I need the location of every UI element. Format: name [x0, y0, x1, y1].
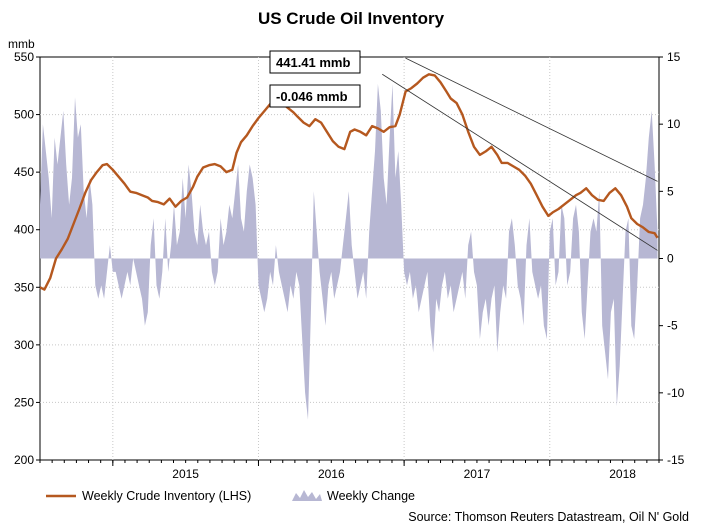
line-layer — [39, 73, 659, 291]
legend-label-change: Weekly Change — [327, 489, 415, 503]
annotation-box — [269, 84, 361, 108]
x-tick-label: 2017 — [464, 467, 491, 481]
annotation-layer: 441.41 mmb -0.046 mmb — [269, 50, 361, 108]
annotation-box — [269, 50, 361, 74]
annotation-label: -0.046 mmb — [276, 89, 348, 104]
weekly-change-area — [40, 83, 658, 420]
x-tick-label: 2016 — [318, 467, 345, 481]
left-tick-label: 500 — [14, 108, 34, 122]
annotation-label: 441.41 mmb — [276, 55, 350, 70]
left-tick-label: 450 — [14, 165, 34, 179]
trend-layer — [382, 57, 658, 251]
left-tick-label: 350 — [14, 280, 34, 294]
left-tick-label: 550 — [14, 50, 34, 64]
right-tick-label: -5 — [667, 319, 678, 333]
source-note: Source: Thomson Reuters Datastream, Oil … — [408, 510, 689, 524]
x-tick-label: 2015 — [172, 467, 199, 481]
inventory-trendline — [405, 57, 658, 182]
left-tick-label: 300 — [14, 338, 34, 352]
left-tick-label: 200 — [14, 453, 34, 467]
right-tick-label: 10 — [667, 117, 681, 131]
legend-label-inventory: Weekly Crude Inventory (LHS) — [82, 489, 251, 503]
right-tick-label: 15 — [667, 50, 681, 64]
left-axis-title: mmb — [8, 37, 35, 51]
legend: Weekly Crude Inventory (LHS) Weekly Chan… — [46, 489, 415, 503]
weekly-inventory-line — [39, 73, 659, 291]
left-tick-label: 400 — [14, 223, 34, 237]
legend-swatch-change — [292, 490, 322, 501]
chart-title: US Crude Oil Inventory — [258, 9, 445, 28]
left-tick-label: 250 — [14, 395, 34, 409]
right-tick-label: 5 — [667, 184, 674, 198]
right-tick-label: -10 — [667, 386, 685, 400]
right-tick-label: -15 — [667, 453, 685, 467]
change-trendline — [382, 73, 658, 251]
x-tick-label: 2018 — [609, 467, 636, 481]
area-layer — [40, 83, 658, 420]
right-tick-label: 0 — [667, 252, 674, 266]
axis-layer: 200 250 300 350 400 450 500 550 2015 2016 2017 2018… — [14, 50, 685, 481]
